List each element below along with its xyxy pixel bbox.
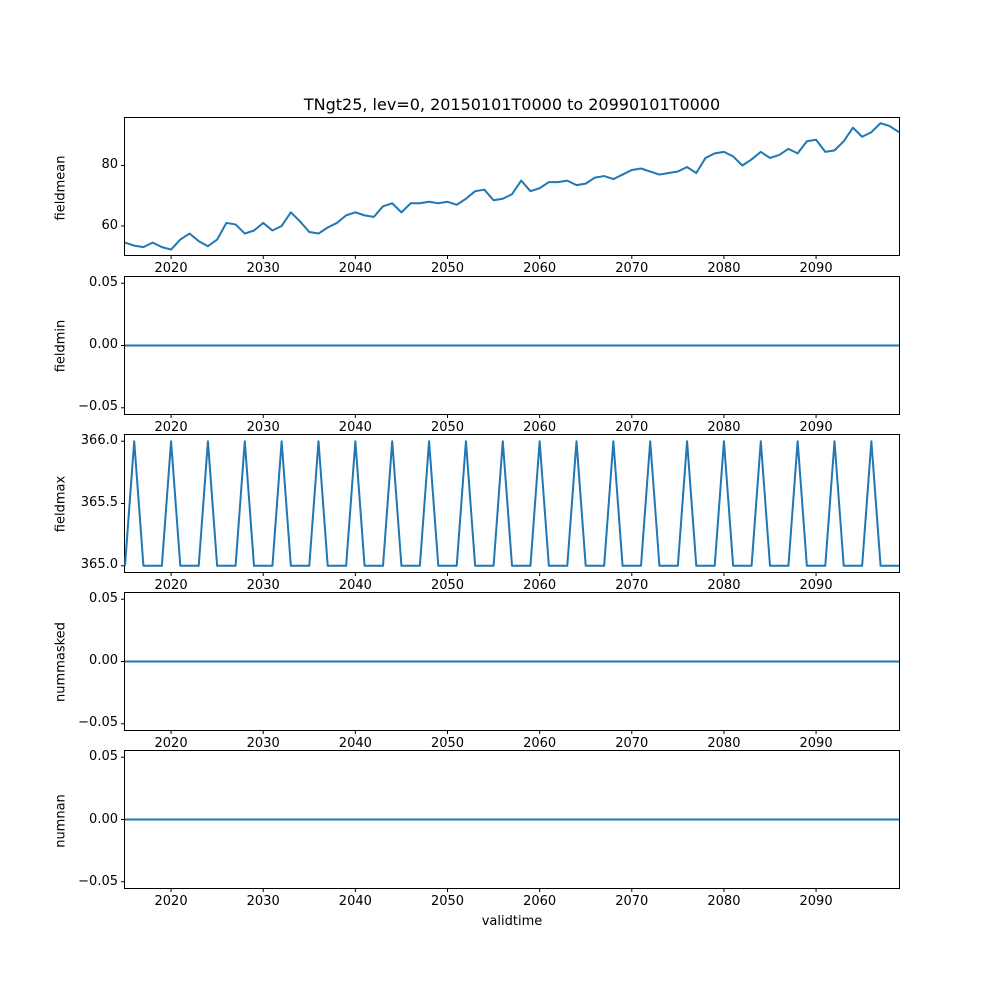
y-tick-label: 0.00 — [89, 337, 118, 352]
y-tick-label: −0.05 — [78, 873, 118, 889]
data-line — [124, 439, 899, 567]
y-tick-label: 365.0 — [80, 557, 118, 573]
x-tick-label: 2080 — [707, 735, 741, 751]
x-tick-label: 2070 — [615, 261, 649, 276]
x-tick-label: 2060 — [523, 577, 557, 593]
y-tick-label: −0.05 — [78, 715, 118, 731]
x-tick-label: 2020 — [154, 735, 188, 751]
y-axis-label: fieldmax — [53, 475, 68, 533]
x-tick-label: 2090 — [799, 261, 833, 276]
subplot-numnan: 2020 2030 2040 2050 2060 2070 2080 2090 0.05 0.00… — [53, 749, 900, 909]
x-tick-label: 2030 — [246, 419, 280, 435]
x-tick-label: 2070 — [615, 419, 649, 435]
y-tick-label: 365.5 — [80, 495, 118, 510]
x-tick-label: 2040 — [338, 261, 372, 276]
x-tick-label: 2080 — [707, 894, 741, 909]
x-tick-label: 2050 — [430, 419, 465, 435]
plot-area — [121, 122, 900, 259]
x-tick-label: 2050 — [430, 261, 465, 276]
x-tick-label: 2030 — [246, 894, 280, 909]
x-tick-label: 2040 — [338, 735, 372, 751]
y-tick-label: 0.05 — [89, 274, 118, 290]
x-tick-label: 2090 — [799, 419, 833, 435]
x-tick-label: 2060 — [523, 894, 557, 909]
plot-area — [121, 439, 899, 576]
y-tick-label: −0.05 — [78, 399, 118, 415]
y-tick-label: 80 — [101, 157, 118, 173]
data-line — [124, 122, 900, 251]
y-tick-label: 366.0 — [80, 432, 118, 448]
x-tick-label: 2020 — [154, 419, 188, 435]
x-tick-label: 2020 — [154, 577, 188, 593]
x-tick-label: 2070 — [615, 735, 649, 751]
x-tick-label: 2080 — [707, 419, 741, 435]
x-tick-label: 2070 — [615, 894, 649, 909]
x-tick-label: 2050 — [430, 894, 465, 909]
y-tick-label: 0.05 — [89, 590, 118, 606]
subplot-fieldmean: 2020 2030 2040 2050 2060 2070 2080 2090 80 60 fiel… — [53, 117, 900, 276]
x-tick-label: 2030 — [246, 261, 280, 276]
subplot-nummasked: 2020 2030 2040 2050 2060 2070 2080 2090 0.05 0.00… — [53, 591, 900, 751]
x-axis-title: validtime — [481, 914, 543, 929]
x-tick-label: 2020 — [154, 261, 188, 276]
y-axis-label: fieldmean — [53, 155, 68, 220]
subplot-fieldmax: 2020 2030 2040 2050 2060 2070 2080 2090 366.0 365… — [53, 433, 900, 593]
x-tick-label: 2050 — [430, 735, 465, 751]
y-tick-label: 0.05 — [89, 749, 118, 765]
x-tick-label: 2030 — [246, 577, 280, 593]
y-axis-label: nummasked — [53, 622, 68, 702]
figure-title: TNgt25, lev=0, 20150101T0000 to 20990101… — [303, 95, 721, 114]
x-tick-label: 2070 — [615, 577, 649, 593]
y-tick-label: 0.00 — [89, 653, 118, 668]
x-tick-label: 2080 — [707, 577, 741, 593]
x-tick-label: 2060 — [523, 261, 557, 276]
x-tick-label: 2040 — [338, 577, 372, 593]
x-tick-label: 2040 — [338, 419, 372, 435]
plot-area — [121, 598, 899, 734]
x-tick-label: 2040 — [338, 894, 372, 909]
x-tick-label: 2050 — [430, 577, 465, 593]
y-axis-label: fieldmin — [53, 319, 68, 373]
x-tick-label: 2020 — [154, 894, 188, 909]
y-tick-label: 60 — [101, 217, 118, 233]
x-tick-label: 2060 — [523, 735, 557, 751]
x-tick-label: 2090 — [799, 735, 833, 751]
x-tick-label: 2090 — [799, 577, 833, 593]
x-tick-label: 2090 — [799, 894, 833, 909]
x-tick-label: 2080 — [707, 261, 741, 276]
y-axis-label: numnan — [53, 793, 68, 848]
y-tick-label: 0.00 — [89, 811, 118, 827]
plot-area — [121, 282, 899, 418]
x-tick-label: 2060 — [523, 419, 557, 435]
x-tick-label: 2030 — [246, 735, 280, 751]
plot-area — [121, 756, 899, 892]
subplot-fieldmin: 2020 2030 2040 2050 2060 2070 2080 2090 0.05 0.00… — [53, 275, 900, 435]
